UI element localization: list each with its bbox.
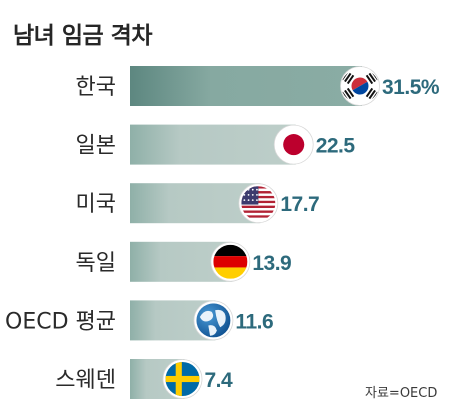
category-label: 독일 (76, 251, 116, 276)
japan-flag-icon (273, 124, 314, 165)
source-note: 자료=OECD (365, 386, 438, 401)
category-label: 스웨덴 (55, 368, 116, 393)
value-label: 31.5% (382, 76, 440, 99)
globe-icon (193, 300, 234, 341)
category-label: OECD 평균 (5, 309, 116, 334)
germany-flag-icon (210, 241, 251, 282)
bar (130, 66, 362, 106)
value-label: 11.6 (235, 310, 273, 333)
value-label: 13.9 (252, 252, 291, 275)
usa-flag-icon (238, 183, 279, 224)
south-korea-flag-icon (340, 66, 380, 106)
category-label: 한국 (76, 75, 116, 100)
bar (130, 124, 296, 165)
sweden-flag-icon (162, 359, 203, 399)
value-label: 17.7 (280, 193, 319, 216)
value-label: 22.5 (316, 135, 356, 158)
category-label: 미국 (76, 192, 116, 217)
chart-title: 남녀 임금 격차 (13, 23, 152, 49)
value-label: 7.4 (205, 369, 234, 392)
category-label: 일본 (76, 134, 116, 159)
